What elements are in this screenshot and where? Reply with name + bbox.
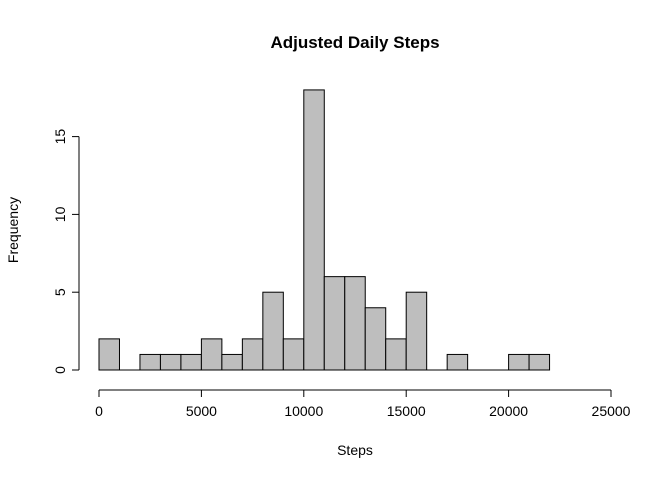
x-tick-label-4: 20000 bbox=[489, 403, 528, 419]
histogram-bar-0 bbox=[98, 338, 120, 371]
histogram-bar-11 bbox=[323, 276, 346, 371]
histogram-bar-3 bbox=[159, 353, 182, 371]
y-tick-label-3: 15 bbox=[52, 129, 68, 145]
y-tick-label-2: 10 bbox=[52, 206, 68, 222]
y-axis-label: Frequency bbox=[5, 197, 21, 263]
histogram-bar-21 bbox=[528, 353, 551, 371]
histogram-bar-6 bbox=[221, 353, 243, 371]
histogram-bar-2 bbox=[139, 353, 161, 371]
x-tick-label-1: 5000 bbox=[186, 403, 217, 419]
histogram-bar-20 bbox=[508, 353, 530, 371]
histogram-bar-8 bbox=[262, 291, 284, 371]
histogram-bar-10 bbox=[303, 89, 325, 371]
y-tick-label-0: 0 bbox=[52, 366, 68, 374]
histogram-bar-15 bbox=[405, 291, 428, 371]
x-axis-label: Steps bbox=[337, 442, 373, 458]
histogram-bar-4 bbox=[180, 353, 202, 371]
histogram-bar-17 bbox=[446, 353, 469, 371]
histogram-bar-7 bbox=[241, 338, 264, 371]
x-tick-label-0: 0 bbox=[95, 403, 103, 419]
histogram-bar-13 bbox=[364, 307, 387, 371]
histogram-bar-9 bbox=[282, 338, 305, 371]
histogram-bar-14 bbox=[385, 338, 407, 371]
y-axis: 0 5 10 15 bbox=[52, 129, 80, 374]
histogram-bar-5 bbox=[200, 338, 223, 371]
bars-group bbox=[98, 89, 551, 371]
x-axis: 0 5000 10000 15000 20000 25000 bbox=[95, 389, 631, 419]
histogram-bar-12 bbox=[344, 276, 366, 371]
x-tick-label-3: 15000 bbox=[387, 403, 426, 419]
y-tick-label-1: 5 bbox=[52, 288, 68, 296]
x-tick-label-2: 10000 bbox=[284, 403, 323, 419]
chart-title: Adjusted Daily Steps bbox=[270, 33, 439, 52]
x-tick-label-5: 25000 bbox=[592, 403, 631, 419]
